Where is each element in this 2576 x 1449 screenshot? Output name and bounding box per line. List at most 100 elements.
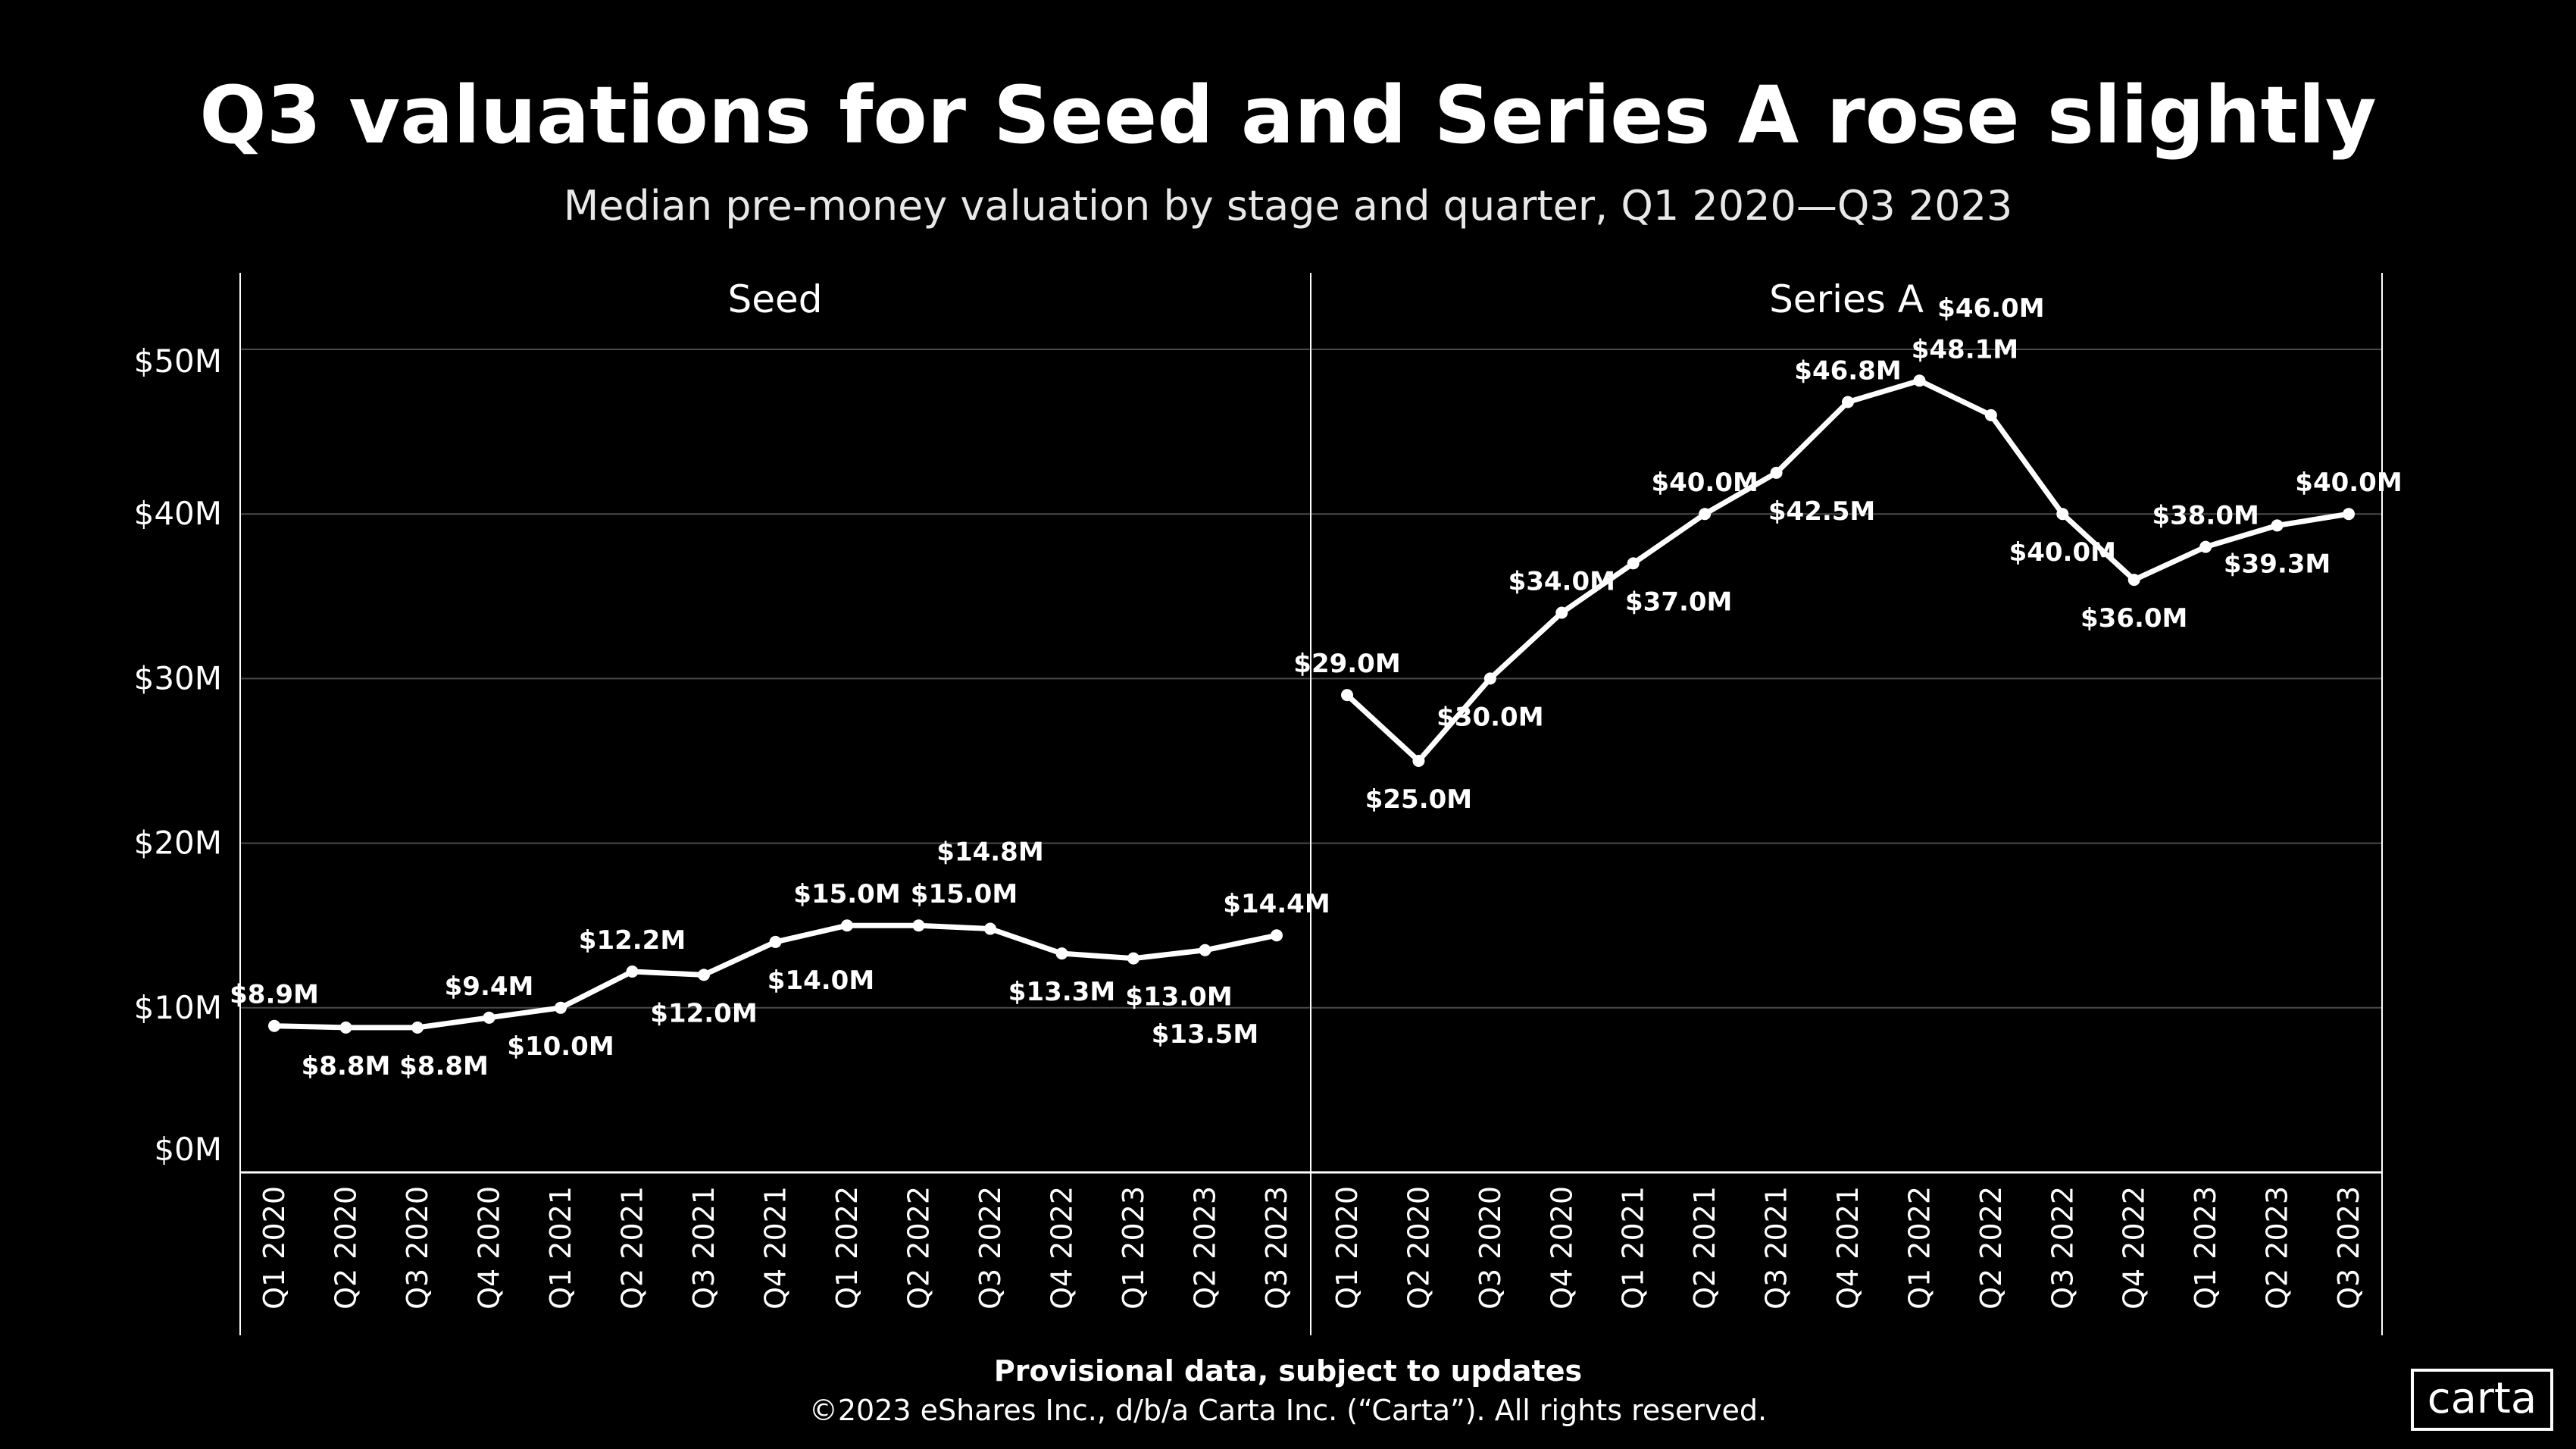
x-tick-label: Q2 2020 — [1402, 1186, 1435, 1310]
data-point — [1913, 374, 1926, 387]
data-label: $37.0M — [1625, 587, 1732, 617]
x-tick-label: Q1 2022 — [830, 1186, 864, 1310]
data-point — [2271, 519, 2284, 532]
x-tick-label: Q1 2023 — [2189, 1186, 2222, 1310]
data-point — [268, 1019, 280, 1032]
logo-box — [2411, 1369, 2553, 1431]
data-label: $40.0M — [1651, 468, 1758, 498]
y-tick-label: $10M — [134, 989, 222, 1026]
panel-title-seed: Seed — [728, 277, 823, 321]
data-point — [1770, 466, 1783, 479]
data-point — [841, 919, 853, 932]
data-point — [1627, 557, 1640, 570]
x-tick-label: Q4 2020 — [1545, 1186, 1578, 1310]
data-point — [2343, 508, 2355, 521]
x-tick-label: Q2 2021 — [1688, 1186, 1721, 1310]
x-axis-ticks: Q1 2020 Q2 2020 Q3 2020 Q4 2020 Q1 2021 Q2 20… — [258, 1186, 2365, 1310]
x-tick-label: Q3 2023 — [1260, 1186, 1293, 1310]
data-label: $40.0M — [2009, 537, 2116, 568]
x-tick-label: Q2 2022 — [902, 1186, 936, 1310]
data-point — [1127, 952, 1140, 965]
data-label: $14.8M — [936, 837, 1043, 868]
y-tick-label: $30M — [134, 659, 222, 696]
data-point — [1271, 929, 1283, 942]
x-tick-label: Q4 2022 — [1046, 1186, 1079, 1310]
x-tick-label: Q1 2020 — [258, 1186, 291, 1310]
data-label: $40.0M — [2295, 468, 2402, 498]
x-tick-label: Q4 2021 — [1831, 1186, 1865, 1310]
x-tick-label: Q1 2022 — [1902, 1186, 1936, 1310]
logo-text: carta — [2428, 1374, 2537, 1423]
data-label: $9.4M — [445, 972, 534, 1002]
x-tick-label: Q2 2023 — [1189, 1186, 1222, 1310]
data-point — [1555, 606, 1568, 619]
data-label: $15.0M — [911, 879, 1018, 909]
x-tick-label: Q2 2021 — [616, 1186, 649, 1310]
data-point — [1412, 755, 1425, 767]
series: $8.9M $8.8M $8.8M $9.4M $10.0M $12.2M $12.0M $1… — [230, 293, 2402, 1081]
x-tick-label: Q1 2021 — [1617, 1186, 1650, 1310]
panel-title-series-a: Series A — [1769, 277, 1924, 321]
x-tick-label: Q1 2020 — [1330, 1186, 1364, 1310]
data-point — [698, 969, 710, 981]
x-tick-label: Q3 2021 — [687, 1186, 721, 1310]
x-tick-label: Q3 2020 — [401, 1186, 434, 1310]
data-label: $48.1M — [1912, 334, 2018, 365]
data-label: $25.0M — [1365, 784, 1472, 815]
chart-subtitle: Median pre-money valuation by stage and … — [564, 182, 2013, 230]
x-tick-label: Q2 2023 — [2261, 1186, 2294, 1310]
data-point — [1984, 408, 1997, 421]
y-tick-label: $20M — [134, 825, 222, 862]
data-point — [626, 965, 639, 978]
panel-frame — [239, 273, 2383, 1335]
data-point — [1341, 689, 1353, 702]
y-tick-label: $40M — [134, 495, 222, 532]
carta-logo: carta — [2411, 1369, 2553, 1431]
data-label: $14.0M — [767, 965, 874, 996]
x-tick-label: Q1 2021 — [544, 1186, 577, 1310]
x-tick-label: Q2 2022 — [1974, 1186, 2008, 1310]
x-tick-label: Q4 2020 — [473, 1186, 506, 1310]
data-label: $42.5M — [1768, 496, 1875, 527]
x-tick-label: Q1 2023 — [1117, 1186, 1150, 1310]
x-tick-label: Q3 2020 — [1474, 1186, 1507, 1310]
x-tick-label: Q4 2022 — [2118, 1186, 2151, 1310]
y-tick-label: $50M — [134, 343, 222, 380]
data-label: $8.9M — [230, 980, 319, 1010]
x-tick-label: Q3 2023 — [2332, 1186, 2365, 1310]
data-point — [483, 1011, 496, 1024]
data-label: $13.3M — [1008, 977, 1115, 1007]
data-label: $15.0M — [793, 879, 900, 909]
data-label: $29.0M — [1293, 649, 1400, 679]
data-point — [912, 919, 925, 932]
x-tick-label: Q4 2021 — [759, 1186, 792, 1310]
data-label: $46.8M — [1794, 356, 1901, 387]
data-label: $38.0M — [2152, 501, 2259, 531]
data-label: $13.0M — [1125, 982, 1232, 1012]
data-point — [339, 1021, 352, 1034]
x-tick-label: Q2 2020 — [330, 1186, 363, 1310]
data-point — [984, 922, 996, 935]
footer-copyright: ©2023 eShares Inc., d/b/a Carta Inc. (“C… — [809, 1394, 1767, 1427]
data-label: $14.4M — [1223, 889, 1330, 919]
data-point — [1199, 944, 1211, 956]
data-label: $36.0M — [2080, 603, 2187, 634]
data-point — [1699, 508, 1712, 521]
data-label: $13.5M — [1152, 1019, 1258, 1050]
data-label: $39.3M — [2224, 549, 2331, 579]
data-label: $30.0M — [1436, 702, 1543, 732]
chart-title: Q3 valuations for Seed and Series A rose… — [199, 69, 2376, 161]
data-label: $8.8M — [302, 1051, 391, 1081]
data-point — [2127, 574, 2140, 587]
y-axis-ticks: $0M $10M $20M $30M $40M $50M — [134, 343, 222, 1168]
footer-note: Provisional data, subject to updates — [994, 1354, 1582, 1388]
x-tick-label: Q3 2022 — [2046, 1186, 2079, 1310]
data-point — [769, 935, 782, 948]
data-point — [2056, 508, 2069, 521]
data-point — [2199, 540, 2212, 553]
data-label: $12.2M — [579, 925, 686, 956]
data-point — [555, 1001, 567, 1014]
data-label: $34.0M — [1508, 567, 1615, 597]
x-tick-label: Q3 2021 — [1760, 1186, 1793, 1310]
